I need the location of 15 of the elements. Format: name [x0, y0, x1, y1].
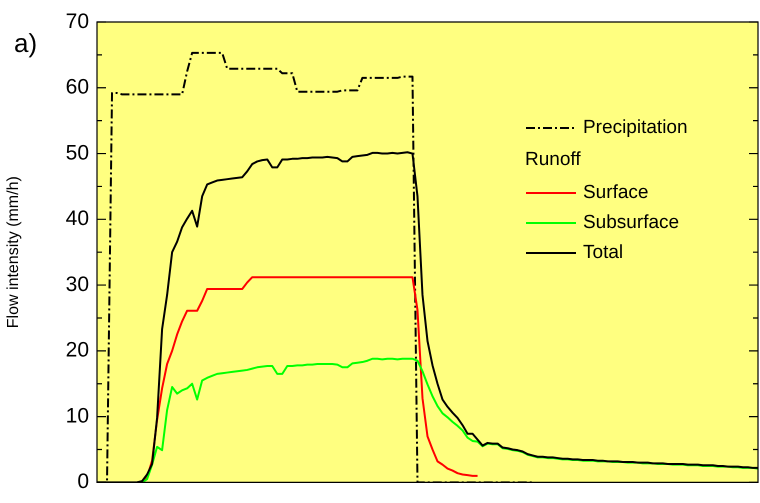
y-tick-label: 50 [66, 141, 89, 164]
y-axis-title: Flow intensity (mm/h) [5, 176, 22, 328]
text: a) [14, 28, 38, 58]
y-tick-label: 40 [66, 207, 89, 230]
y-tick-label: 10 [66, 404, 89, 428]
legend-label: Total [583, 242, 624, 264]
y-tick-label: 60 [66, 76, 89, 99]
y-tick-label: 70 [66, 10, 89, 33]
y-tick-label: 0 [77, 470, 89, 494]
legend-title: Runoff [525, 149, 582, 170]
y-tick-label: 20 [66, 338, 89, 362]
legend-label: Subsurface [583, 212, 680, 234]
legend-label: Surface [583, 182, 648, 204]
legend-label: Precipitation [583, 117, 688, 138]
y-tick-label: 30 [66, 272, 89, 296]
